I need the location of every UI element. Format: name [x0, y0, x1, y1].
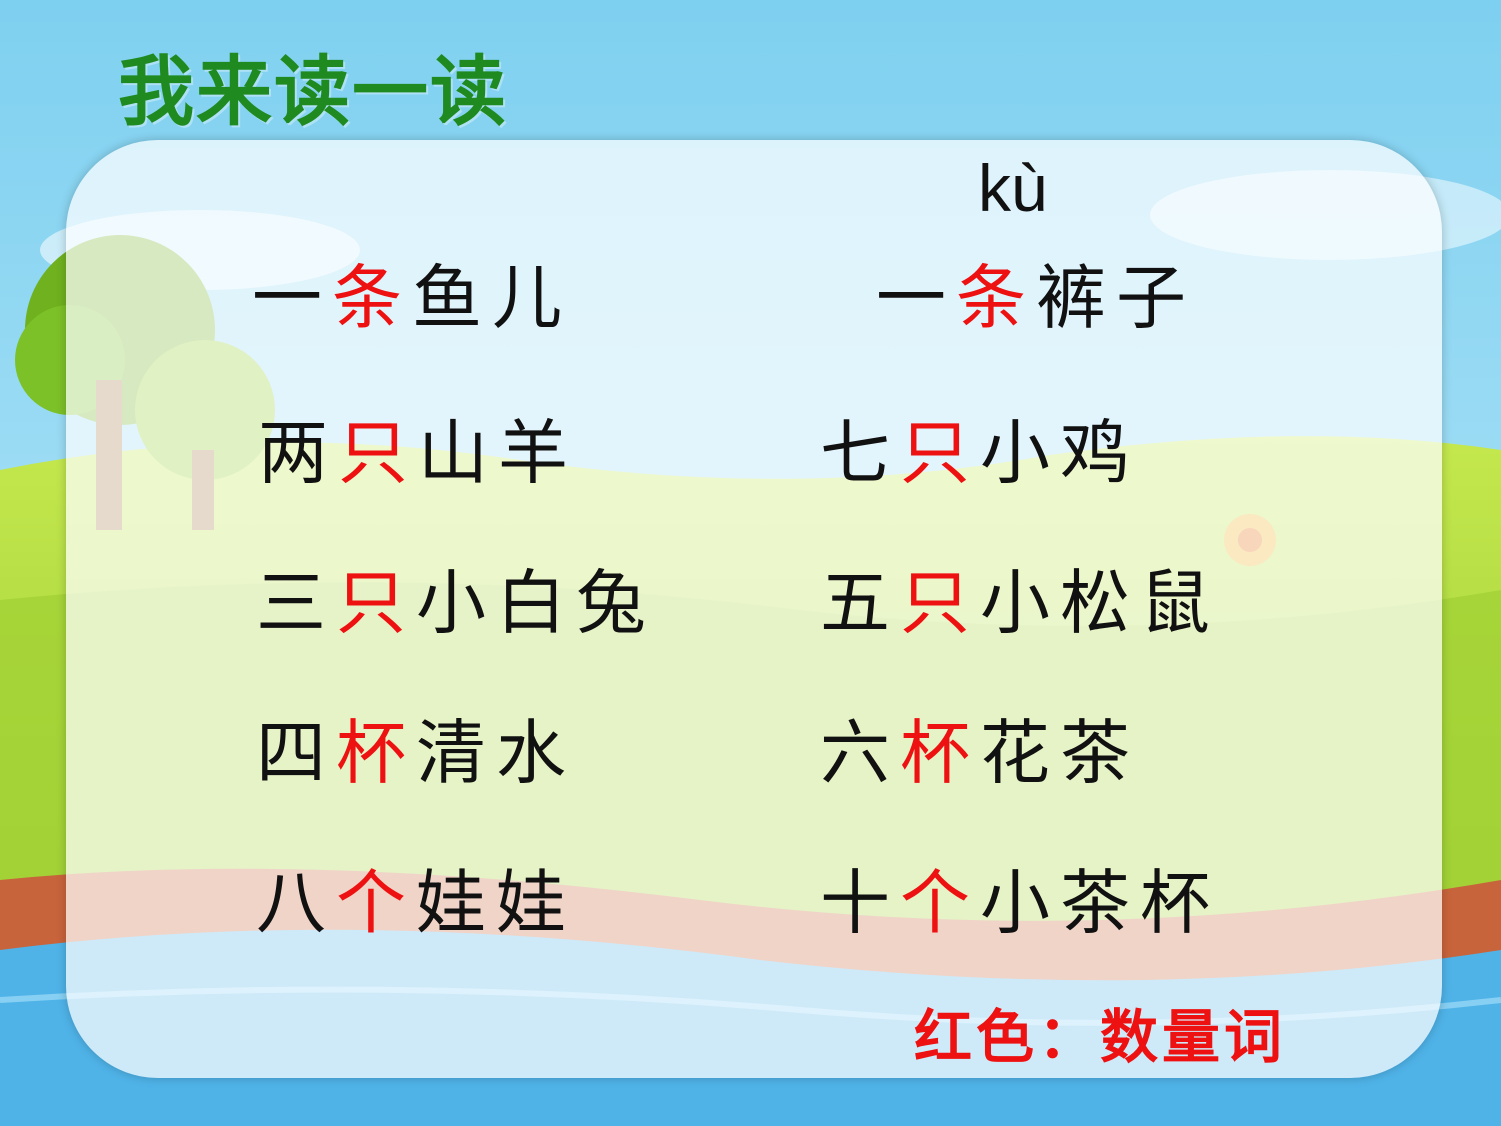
phrase-left-2: 两只山羊	[258, 412, 578, 494]
phrase-left-1: 一条鱼儿	[252, 257, 572, 339]
measure-word: 只	[900, 412, 980, 494]
measure-word: 杯	[336, 712, 416, 794]
page-title: 我来读一读	[118, 47, 508, 136]
phrase-right-2: 七只小鸡	[820, 412, 1140, 494]
pinyin-annotation: kù	[978, 151, 1048, 225]
measure-word: 只	[338, 412, 418, 494]
phrase-left-5: 八个娃娃	[256, 862, 576, 944]
legend-note: 红色：数量词	[914, 1003, 1287, 1071]
phrase-right-1: 一条裤子	[876, 257, 1196, 339]
content-panel	[66, 140, 1442, 1078]
phrase-left-4: 四杯清水	[256, 712, 576, 794]
phrase-right-3: 五只小松鼠	[820, 562, 1220, 644]
measure-word: 个	[900, 862, 980, 944]
measure-word: 个	[336, 862, 416, 944]
measure-word: 条	[956, 257, 1036, 339]
phrase-right-5: 十个小茶杯	[820, 862, 1220, 944]
phrase-left-3: 三只小白兔	[256, 562, 656, 644]
measure-word: 条	[332, 257, 412, 339]
measure-word: 杯	[900, 712, 980, 794]
measure-word: 只	[336, 562, 416, 644]
measure-word: 只	[900, 562, 980, 644]
phrase-right-4: 六杯花茶	[820, 712, 1140, 794]
